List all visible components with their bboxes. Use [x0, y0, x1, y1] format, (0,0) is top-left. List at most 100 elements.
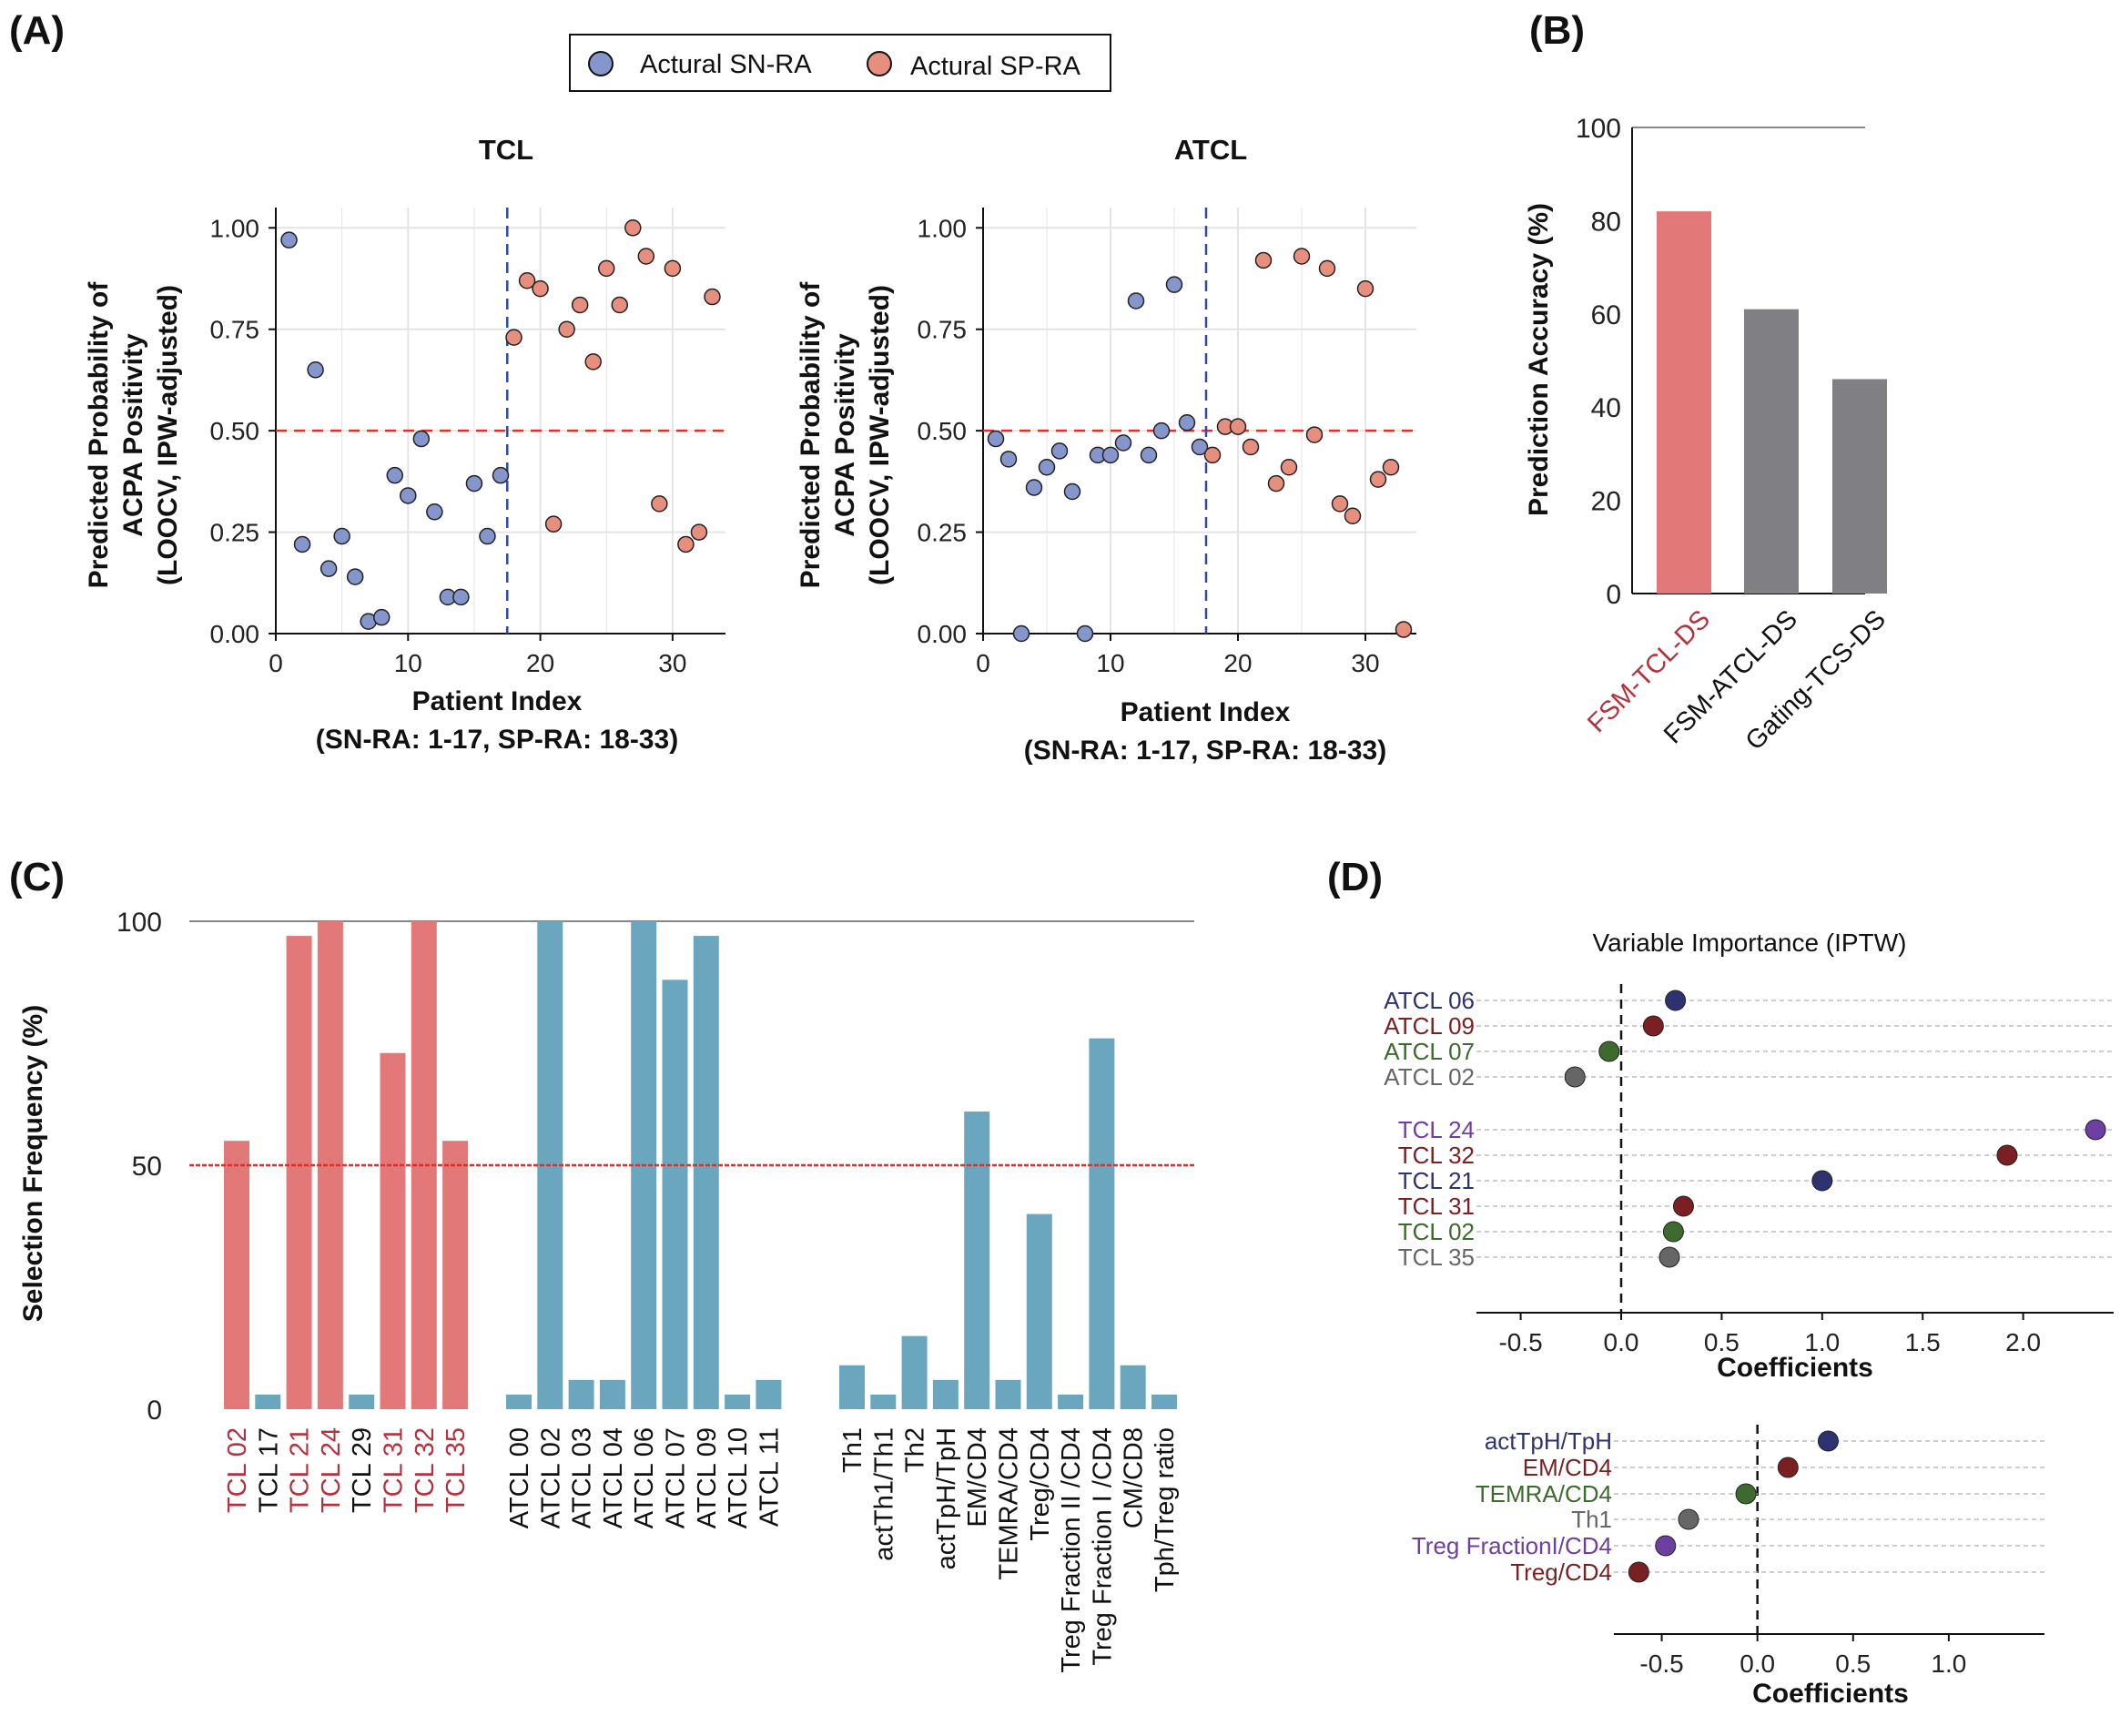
- selection-category-label: TCL 17: [254, 1427, 283, 1513]
- selection-bar: [255, 1394, 281, 1409]
- tcl-point-sp: [544, 515, 563, 533]
- atcl-ytick-label: 0.25: [918, 519, 968, 547]
- tcl-xlabel-line-1: Patient Index: [412, 686, 583, 716]
- tcl-xtick-label: 0: [269, 649, 283, 677]
- selection-bar: [1089, 1038, 1115, 1409]
- legend-label-sn: Actural SN-RA: [640, 50, 812, 79]
- imp2-xtick-label: -0.5: [1639, 1650, 1683, 1678]
- accuracy-ytick-label: 60: [1591, 300, 1621, 330]
- imp1-coefficient-point: [1662, 1221, 1684, 1243]
- tcl-point-sp: [690, 523, 708, 541]
- legend: Actural SN-RA Actural SP-RA: [569, 34, 1111, 92]
- tcl-point-sn: [492, 466, 510, 484]
- selection-category-label: ATCL 10: [724, 1427, 753, 1528]
- atcl-point-sp: [1305, 426, 1324, 443]
- imp2-row-label: Treg FractionI/CD4: [1412, 1532, 1612, 1559]
- selection-category-label: Treg Fraction I /CD4: [1088, 1427, 1117, 1666]
- atcl-point-sp: [1293, 248, 1311, 265]
- selection-category-label: TCL 24: [317, 1427, 346, 1513]
- selection-bar: [1120, 1365, 1146, 1409]
- atcl-point-sn: [1127, 292, 1145, 310]
- selection-ytick-label: 100: [117, 908, 162, 938]
- selection-category-label: Th1: [838, 1427, 867, 1473]
- tcl-point-sp: [677, 535, 695, 553]
- imp1-row-label: TCL 21: [1398, 1167, 1475, 1194]
- atcl-point-sn: [1025, 479, 1043, 496]
- tcl-ylabel: Predicted Probability of ACPA Positivity…: [84, 281, 183, 589]
- tcl-point-sp: [584, 353, 602, 371]
- accuracy-ytick-label: 0: [1606, 580, 1621, 610]
- selection-bar: [349, 1394, 375, 1409]
- imp1-coefficient-point: [1811, 1170, 1833, 1192]
- imp2-row-label: TEMRA/CD4: [1476, 1480, 1612, 1508]
- tcl-xlabel-line-2: (SN-RA: 1-17, SP-RA: 18-33): [316, 725, 678, 755]
- tcl-point-sp: [558, 320, 575, 338]
- tcl-point-sp: [637, 248, 655, 265]
- atcl-point-sn: [1114, 434, 1132, 452]
- selection-bar: [839, 1365, 865, 1409]
- atcl-point-sp: [1382, 459, 1400, 476]
- atcl-scatter-chart: ATCL Predicted Probability of ACPA Posit…: [796, 134, 1416, 766]
- atcl-ytick-label: 0.00: [918, 620, 968, 648]
- tcl-point-sp: [571, 296, 589, 314]
- panel-label-c: (C): [9, 855, 65, 899]
- tcl-ylabel-line-2: ACPA Positivity: [118, 333, 148, 537]
- selection-bar: [662, 980, 688, 1409]
- tcl-point-sn: [452, 588, 470, 606]
- tcl-point-sp: [597, 259, 615, 278]
- atcl-point-sp: [1344, 507, 1362, 524]
- imp2-coefficient-point: [1817, 1430, 1839, 1452]
- panel-label-d: (D): [1327, 855, 1383, 899]
- imp1-row-label: ATCL 07: [1384, 1038, 1475, 1065]
- selection-category-label: Treg/CD4: [1026, 1427, 1055, 1541]
- selection-bar: [224, 1141, 249, 1409]
- imp1-row-label: ATCL 06: [1384, 987, 1475, 1014]
- atcl-point-sp: [1280, 459, 1298, 476]
- atcl-point-sn: [1191, 438, 1209, 456]
- imp1-row-label: TCL 02: [1398, 1218, 1475, 1245]
- selection-ytick-label: 50: [132, 1152, 162, 1182]
- selection-bar: [870, 1394, 897, 1409]
- imp1-row-label: TCL 24: [1398, 1116, 1475, 1143]
- atcl-point-sp: [1229, 418, 1247, 435]
- selection-category-label: TCL 02: [223, 1427, 252, 1513]
- tcl-point-sn: [280, 231, 298, 249]
- tcl-point-sn: [412, 430, 431, 448]
- tcl-xtick-label: 20: [526, 649, 554, 677]
- imp1-xtick-label: 0.0: [1604, 1328, 1639, 1356]
- selection-category-label: TEMRA/CD4: [995, 1427, 1024, 1580]
- selection-category-label: ATCL 11: [755, 1427, 784, 1527]
- accuracy-ylabel: Prediction Accuracy (%): [1524, 203, 1554, 516]
- selection-category-label: Treg Fraction II /CD4: [1057, 1427, 1086, 1673]
- selection-bar: [1058, 1394, 1084, 1409]
- tcl-ytick-label: 1.00: [210, 214, 260, 242]
- selection-bar: [901, 1335, 928, 1409]
- selection-category-label: TCL 35: [441, 1427, 471, 1513]
- tcl-xtick-label: 30: [658, 649, 686, 677]
- legend-label-sp: Actural SP-RA: [910, 52, 1081, 81]
- atcl-point-sn: [1152, 421, 1171, 440]
- tcl-point-sn: [333, 527, 350, 545]
- tcl-point-sn: [465, 474, 483, 492]
- atcl-ylabel-line-2: ACPA Positivity: [830, 333, 860, 537]
- tcl-point-sp: [518, 271, 536, 289]
- legend-marker-sp: [867, 51, 892, 76]
- selection-category-label: ATCL 09: [693, 1427, 722, 1528]
- tcl-point-sn: [479, 527, 496, 545]
- atcl-ylabel-line-3: (LOOCV, IPW-adjusted): [865, 285, 895, 585]
- selection-bar: [932, 1379, 959, 1409]
- imp2-row-label: Treg/CD4: [1510, 1558, 1612, 1586]
- atcl-point-sn: [999, 451, 1018, 468]
- tcl-ytick-label: 0.50: [210, 417, 260, 445]
- imp1-row-label: TCL 35: [1398, 1244, 1475, 1271]
- tcl-ylabel-line-1: Predicted Probability of: [84, 281, 114, 589]
- selection-category-label: Tph/Treg ratio: [1151, 1427, 1180, 1592]
- imp1-xtick-label: 2.0: [2005, 1328, 2041, 1356]
- accuracy-ytick-label: 40: [1591, 393, 1621, 423]
- atcl-point-sn: [1165, 276, 1183, 293]
- atcl-point-sn: [1101, 446, 1120, 464]
- tcl-point-sn: [426, 503, 443, 521]
- atcl-point-sn: [1140, 446, 1158, 464]
- selection-category-label: TCL 31: [380, 1427, 409, 1513]
- selection-category-label: ATCL 02: [536, 1427, 565, 1528]
